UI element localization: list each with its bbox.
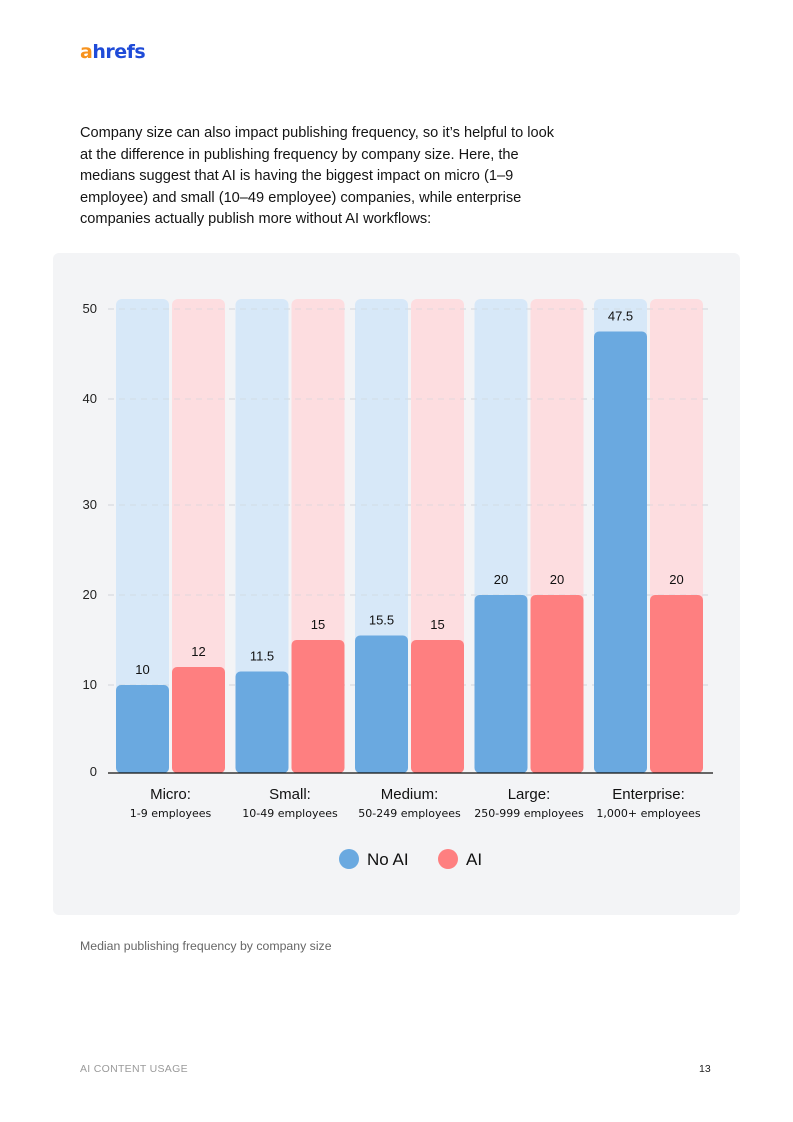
data-label: 10 [135, 662, 149, 677]
bar-track [235, 299, 289, 773]
x-category-label: Large: [508, 786, 551, 803]
bar-no-ai [235, 671, 289, 773]
bar-no-ai [355, 635, 408, 773]
y-tick-label: 0 [90, 764, 97, 779]
x-category-label: Enterprise: [612, 786, 685, 803]
bar-no-ai [116, 685, 169, 773]
legend-label: No AI [367, 850, 409, 869]
bar-ai [650, 595, 703, 773]
bar-track [116, 299, 169, 773]
bar-ai [172, 667, 225, 773]
y-tick-label: 30 [83, 497, 97, 512]
bar-ai [411, 640, 464, 773]
data-label: 15 [430, 617, 444, 632]
legend-swatch-no-ai [339, 849, 359, 869]
x-category-label: Micro: [150, 786, 191, 803]
bar-no-ai [474, 595, 528, 773]
bar-ai [291, 640, 345, 773]
footer-section-title: AI CONTENT USAGE [80, 1063, 188, 1075]
y-tick-label: 40 [83, 391, 97, 406]
bar-ai [530, 595, 584, 773]
x-category-sublabel: 10-49 employees [242, 807, 338, 820]
x-category-label: Medium: [381, 786, 439, 803]
legend-label: AI [466, 850, 482, 869]
y-tick-label: 10 [83, 677, 97, 692]
y-tick-label: 20 [83, 587, 97, 602]
x-category-sublabel: 1,000+ employees [596, 807, 701, 820]
intro-paragraph: Company size can also impact publishing … [80, 125, 555, 227]
data-label: 20 [494, 572, 508, 587]
data-label: 15 [311, 617, 325, 632]
y-tick-label: 50 [83, 301, 97, 316]
ahrefs-logo: ahrefs [80, 41, 146, 63]
legend-swatch-ai [438, 849, 458, 869]
data-label: 11.5 [250, 649, 274, 664]
x-category-label: Small: [269, 786, 311, 803]
data-label: 20 [550, 572, 564, 587]
chart-caption: Median publishing frequency by company s… [80, 939, 332, 953]
data-label: 47.5 [608, 309, 633, 324]
data-label: 12 [191, 644, 205, 659]
x-category-sublabel: 50-249 employees [358, 807, 461, 820]
data-label: 15.5 [369, 613, 394, 628]
x-category-sublabel: 250-999 employees [474, 807, 584, 820]
page-number: 13 [699, 1063, 711, 1075]
bar-track [172, 299, 225, 773]
bar-no-ai [594, 331, 647, 773]
data-label: 20 [669, 572, 683, 587]
x-category-sublabel: 1-9 employees [130, 807, 212, 820]
